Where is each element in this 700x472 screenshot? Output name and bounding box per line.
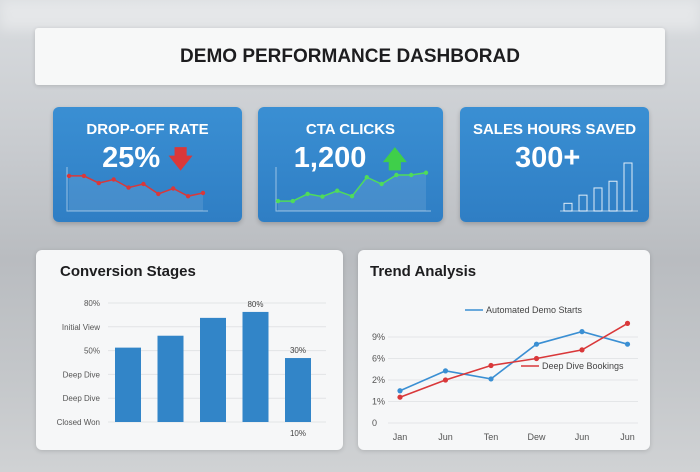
y-tick-label: 50% — [84, 347, 100, 356]
y-tick-label: Deep Dive — [63, 394, 101, 403]
sparkline-point — [200, 190, 206, 196]
data-point — [397, 394, 403, 400]
sparkline-point — [111, 177, 116, 182]
conversion-stages-panel: Conversion Stages Closed Won Deep Dive Dee… — [36, 250, 343, 450]
sparkline-axis — [66, 167, 208, 212]
sparkline-point — [81, 173, 87, 179]
data-point — [397, 388, 403, 394]
kpi-label: SALES HOURS SAVED — [472, 121, 637, 138]
sparkline-point — [171, 186, 176, 191]
y-tick-label: 80% — [84, 299, 100, 308]
kpi-value: 1,200 — [293, 142, 367, 174]
line-chart: 0 1% 2% 6% 9% Jan Jun Ten Dew Jun Jun Automated Dem… — [372, 305, 638, 442]
kpi-card-drop-off-rate: DROP-OFF RATE 25% 🡇 — [53, 107, 242, 222]
sparkline-point — [379, 181, 384, 187]
chart-title: Conversion Stages — [60, 263, 196, 280]
data-point — [533, 341, 540, 347]
data-point — [488, 376, 494, 382]
sparkline-point — [185, 193, 191, 199]
data-point — [579, 347, 585, 353]
sparkline-point — [66, 173, 72, 179]
sparkline-point — [305, 191, 310, 197]
mini-bar — [578, 194, 588, 212]
sparkline-point — [126, 185, 131, 190]
data-label: 80% — [247, 300, 263, 309]
kpi-value: 300+ — [515, 142, 581, 174]
data-point — [579, 329, 585, 335]
data-point — [442, 377, 449, 383]
sparkline-line — [69, 175, 204, 197]
mini-bar — [608, 180, 618, 212]
arrow-down-icon: 🡇 — [168, 146, 193, 173]
x-tick-label: Jan — [393, 432, 408, 442]
y-tick-label: 6% — [372, 354, 385, 364]
bar — [115, 347, 141, 422]
mini-bar — [623, 162, 633, 212]
sparkline-area — [69, 175, 203, 211]
data-label: 30% — [290, 346, 306, 355]
kpi-value: 25% — [102, 142, 161, 174]
bar — [157, 335, 184, 422]
data-point — [624, 341, 631, 347]
sparkline-point — [409, 172, 414, 178]
dashboard-title: DEMO PERFORMANCE DASHBORAD — [35, 28, 665, 85]
bar — [242, 311, 269, 422]
kpi-label: DROP-OFF RATE — [86, 121, 209, 138]
arrow-up-icon: 🡅 — [382, 146, 408, 173]
sparkline-point — [349, 193, 355, 199]
y-tick-label: 9% — [372, 332, 385, 342]
series-line — [399, 322, 628, 398]
sparkline — [66, 167, 208, 212]
sparkline-point — [364, 175, 369, 180]
x-tick-label: Jun — [438, 432, 453, 442]
data-label: 10% — [290, 429, 306, 438]
x-tick-label: Ten — [484, 432, 499, 442]
sparkline-point — [141, 181, 146, 187]
y-tick-label: Initial View — [62, 323, 100, 332]
sparkline-point — [96, 180, 101, 186]
data-point — [488, 362, 494, 369]
x-tick-label: Jun — [575, 432, 590, 442]
kpi-card-sales-hours-saved: SALES HOURS SAVED 300+ — [460, 107, 649, 222]
bar-chart: Closed Won Deep Dive Deep Dive 50% Initial V… — [57, 299, 326, 438]
mini-bar — [593, 187, 603, 212]
chart-title: Trend Analysis — [370, 263, 477, 280]
data-point — [624, 320, 631, 326]
legend-label: Automated Demo Starts — [486, 305, 583, 315]
kpi-label: CTA CLICKS — [305, 121, 396, 138]
sparkline-area — [278, 172, 426, 211]
sparkline-axis — [275, 167, 431, 212]
x-tick-label: Dew — [527, 432, 546, 442]
sparkline — [275, 167, 431, 212]
mini-bar — [563, 202, 573, 212]
trend-analysis-panel: Trend Analysis 0 1% 2% 6% 9% Jan Jun Ten Dew Jun J… — [358, 250, 650, 450]
x-tick-label: Jun — [620, 432, 635, 442]
sparkline-point — [290, 198, 295, 204]
y-tick-label: 0 — [372, 418, 377, 428]
sparkline-point — [320, 194, 325, 199]
y-tick-label: 2% — [372, 375, 385, 385]
bar — [285, 358, 311, 422]
bar — [200, 317, 226, 422]
y-tick-label: Closed Won — [57, 418, 100, 427]
kpi-card-cta-clicks: CTA CLICKS 1,200 🡅 — [258, 107, 443, 222]
background — [0, 0, 700, 30]
sparkline-point — [394, 172, 399, 178]
sparkline-point — [423, 170, 429, 175]
data-point — [533, 355, 540, 362]
data-point — [442, 368, 449, 374]
sparkline-point — [335, 188, 340, 193]
legend-label: Deep Dive Bookings — [542, 361, 624, 371]
sparkline-point — [156, 191, 161, 197]
mini-bar-chart — [560, 162, 638, 212]
sparkline-point — [275, 198, 281, 204]
y-tick-label: Deep Dive — [63, 370, 101, 379]
y-tick-label: 1% — [372, 397, 385, 407]
